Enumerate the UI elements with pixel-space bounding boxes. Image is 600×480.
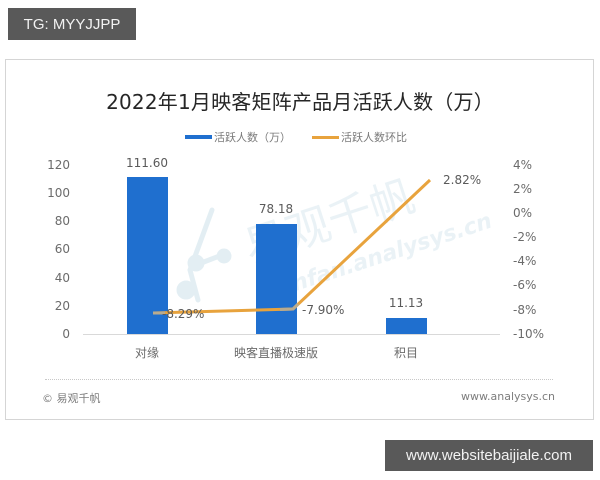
line-value-label: -7.90% (302, 303, 344, 317)
left-tick: 120 (47, 158, 70, 172)
left-tick: 40 (55, 271, 70, 285)
bar-duiyuan (127, 177, 168, 334)
bar-value-label: 111.60 (126, 156, 168, 170)
footer-website: www.analysys.cn (461, 390, 555, 403)
footer-copyright: © 易观千帆 (42, 392, 101, 405)
right-axis: 4% 2% 0% -2% -4% -6% -8% -10% (513, 158, 544, 341)
legend-line-swatch-icon (312, 135, 339, 139)
bar-inke-lite (256, 224, 297, 334)
bar-series (127, 177, 427, 334)
chart-legend: 活跃人数（万） 活跃人数环比 (0, 129, 600, 145)
legend-item-line: 活跃人数环比 (312, 129, 407, 145)
right-tick: 0% (513, 206, 532, 220)
left-tick: 100 (47, 186, 70, 200)
right-tick: -4% (513, 254, 536, 268)
category-label: 映客直播极速版 (234, 345, 318, 360)
right-tick: -6% (513, 278, 536, 292)
right-tick: -10% (513, 327, 544, 341)
top-watermark-tag: TG: MYYJJPP (8, 8, 136, 40)
left-axis: 120 100 80 60 40 20 0 (47, 158, 70, 341)
chart-card (5, 59, 594, 420)
watermark: 易观千帆 qianfan.analysys.cn (176, 171, 495, 309)
line-value-label: 2.82% (443, 173, 481, 187)
footer-divider (45, 379, 553, 380)
chart-title: 2022年1月映客矩阵产品月活跃人数（万） (106, 90, 494, 114)
bottom-watermark-tag: www.websitebaijiale.com (385, 440, 593, 471)
legend-item-bar: 活跃人数（万） (185, 129, 291, 145)
right-tick: 2% (513, 182, 532, 196)
left-tick: 60 (55, 242, 70, 256)
bar-value-label: 11.13 (389, 296, 423, 310)
watermark-logo-icon (176, 207, 232, 303)
left-tick: 80 (55, 214, 70, 228)
legend-bar-swatch-icon (185, 135, 212, 139)
right-tick: -2% (513, 230, 536, 244)
left-tick: 20 (55, 299, 70, 313)
line-overlap-segment (279, 302, 300, 311)
line-value-label: -8.29% (162, 307, 204, 321)
bar-jimu (386, 318, 427, 334)
right-tick: 4% (513, 158, 532, 172)
right-tick: -8% (513, 303, 536, 317)
left-tick: 0 (62, 327, 70, 341)
category-label: 积目 (394, 346, 418, 360)
category-label: 对缘 (135, 346, 159, 360)
legend-line-label: 活跃人数环比 (341, 131, 407, 144)
bar-value-label: 78.18 (259, 202, 293, 216)
legend-bar-label: 活跃人数（万） (214, 131, 291, 144)
